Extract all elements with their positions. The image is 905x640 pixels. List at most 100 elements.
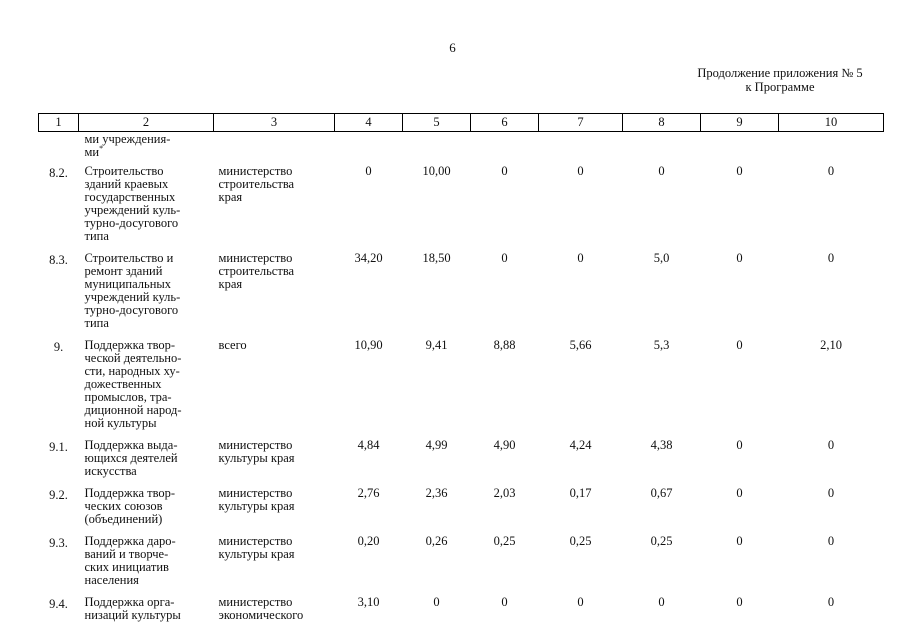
continuation-note: Продолжение приложения № 5 к Программе: [670, 66, 890, 94]
row-name-text: Строительство: [84, 164, 164, 178]
row-number: 9.3.: [49, 536, 68, 550]
row-name-line: Поддержка даро-: [85, 535, 214, 548]
row-name-line: турно-досугового: [85, 304, 214, 317]
column-header-6: 6: [470, 113, 539, 132]
row-value-col-7: 0: [577, 164, 584, 178]
table-row: 8.3. Строительство и ремонт зданий муниципа…: [39, 252, 884, 339]
row-name: Строительство и ремонт зданий муниципальны…: [79, 252, 214, 339]
table-row: 9. Поддержка твор-ческой деятельно-сти, н…: [39, 339, 884, 439]
row-value-col-6: 2,03: [493, 486, 516, 500]
row-value-col-5: 0: [433, 595, 440, 609]
table-row: 9.1. Поддержка выда-ющихся деятелей искусс…: [39, 439, 884, 487]
row-responsible: [214, 132, 335, 166]
row-responsible: министерство культуры края: [214, 535, 335, 596]
row-value-col-9: [701, 132, 779, 166]
row-name-line: ми*: [85, 144, 214, 159]
row-value-col-9: 0: [736, 534, 743, 548]
row-number: 9.1.: [49, 440, 68, 454]
row-value-col-6: 8,88: [493, 338, 516, 352]
row-name: Поддержка твор-ческих союзов (объединений…: [79, 487, 214, 535]
row-value-col-5: 2,36: [425, 486, 448, 500]
row-value-col-4: 34,20: [354, 251, 383, 265]
column-header-2: 2: [78, 113, 214, 132]
column-header-7: 7: [538, 113, 623, 132]
row-value-col-6: [471, 132, 539, 166]
row-name-text: Поддержка даро-: [84, 534, 176, 548]
row-name-text: типа: [84, 229, 109, 243]
row-name-line: ческих союзов: [85, 500, 214, 513]
row-name-text: турно-досугового: [84, 303, 179, 317]
row-value-col-10: [779, 132, 884, 166]
row-responsible-line: министерство: [218, 164, 293, 178]
row-value-col-10: 0: [827, 438, 835, 452]
row-responsible-line: строительства: [218, 264, 295, 278]
row-name-line: учреждений куль-: [85, 204, 214, 217]
row-value-col-9: 0: [736, 486, 743, 500]
row-name-line: муниципальных: [85, 278, 214, 291]
row-value-col-8: 0: [658, 595, 665, 609]
row-name-text: типа: [84, 316, 109, 330]
row-value-col-5: 9,41: [425, 338, 448, 352]
row-name-text: ческой деятельно-: [84, 351, 182, 365]
table-row: 8.2. Строительство зданий краевых государст…: [39, 165, 884, 252]
row-name-line: турно-досугового: [85, 217, 214, 230]
row-value-col-8: 0,25: [650, 534, 673, 548]
row-value-col-9: 0: [736, 251, 743, 265]
row-value-col-9: 0: [736, 164, 743, 178]
continuation-line-2: к Программе: [745, 80, 815, 94]
row-value-col-7: 0: [577, 595, 584, 609]
row-responsible-line: министерство: [218, 438, 293, 452]
column-header-1: 1: [38, 113, 79, 132]
row-value-col-6: 4,90: [493, 438, 516, 452]
row-name-line: типа: [85, 317, 214, 330]
row-name-text: ческих союзов: [84, 499, 163, 513]
row-value-col-7: 0,17: [569, 486, 592, 500]
row-name-text: Поддержка выда-: [84, 438, 178, 452]
row-value-col-4: 4,84: [357, 438, 380, 452]
row-name-line: промыслов, тра-: [85, 391, 214, 404]
row-name-line: населения: [85, 574, 214, 587]
row-name: Поддержка даро-ваний и творче-ских иници…: [79, 535, 214, 596]
row-name-line: Поддержка орга-: [85, 596, 214, 609]
page-number: 6: [449, 40, 456, 55]
row-value-col-6: 0: [501, 595, 508, 609]
row-value-col-8: 0,67: [650, 486, 673, 500]
row-responsible: министерство культуры края: [214, 439, 335, 487]
row-responsible-line: министерство: [218, 486, 293, 500]
row-name-text: Поддержка твор-: [84, 486, 176, 500]
row-name-line: Поддержка твор-: [85, 487, 214, 500]
row-name-line: ющихся деятелей: [85, 452, 214, 465]
row-responsible: министерство экономического: [214, 596, 335, 631]
row-responsible: министерство строительства края: [214, 165, 335, 252]
row-responsible-line: культуры края: [218, 499, 295, 513]
row-name-line: ских инициатив: [85, 561, 214, 574]
row-name-text: Поддержка твор-: [84, 338, 176, 352]
table-row: 9.2. Поддержка твор-ческих союзов (объедин…: [39, 487, 884, 535]
row-number: 8.2.: [49, 166, 68, 180]
row-name-line: сти, народных ху-: [85, 365, 214, 378]
table-row: 9.4. Поддержка орга-низаций культуры минис…: [39, 596, 884, 631]
row-value-col-4: 2,76: [357, 486, 380, 500]
row-name-text: ющихся деятелей: [84, 451, 178, 465]
row-number: 9.: [53, 340, 64, 354]
row-name-text: искусства: [84, 464, 137, 478]
row-name-text: турно-досугового: [84, 216, 179, 230]
row-name-text: диционной народ-: [84, 403, 182, 417]
row-value-col-5: 18,50: [422, 251, 451, 265]
row-name-text: муниципальных: [84, 277, 172, 291]
row-name-text: государственных: [84, 190, 176, 204]
row-name-text: Поддержка орга-: [84, 595, 175, 609]
row-responsible-line: края: [218, 190, 243, 204]
row-value-col-5: 4,99: [425, 438, 448, 452]
row-name: ми учреждения-ми*: [79, 132, 214, 166]
row-responsible-line: министерство: [218, 595, 293, 609]
row-value-col-4: 0,20: [357, 534, 380, 548]
row-name-line: Поддержка выда-: [85, 439, 214, 452]
row-responsible: министерство культуры края: [214, 487, 335, 535]
column-header-5: 5: [402, 113, 471, 132]
row-name-line: искусства: [85, 465, 214, 478]
row-value-col-7: [539, 132, 623, 166]
table-row: 9.3. Поддержка даро-ваний и творче-ских и…: [39, 535, 884, 596]
row-value-col-6: 0,25: [493, 534, 516, 548]
row-value-col-4: [335, 132, 403, 166]
